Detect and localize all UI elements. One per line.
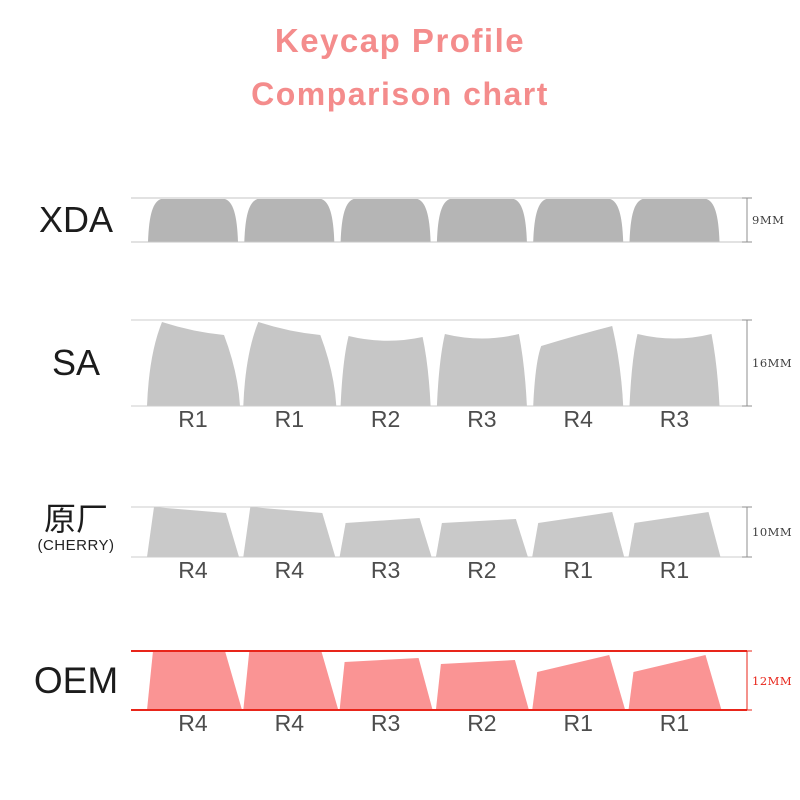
profile-label-sa: SA: [51, 342, 101, 383]
keycap-shape-sa-R4-4: [533, 326, 624, 406]
row-label-sa-5: R3: [659, 406, 690, 432]
xda-keycaps-figure: [131, 197, 752, 243]
keycap-shape-xda-uniform-1: [244, 199, 335, 242]
profile-label-oem: OEM: [33, 659, 119, 701]
keycap-shape-cherry-R1-4: [532, 512, 625, 557]
row-label-oem-1: R4: [274, 710, 304, 736]
row-label-sa-0: R1: [178, 406, 208, 432]
cherry-keycaps-figure: [131, 506, 752, 558]
keycap-shape-xda-uniform-3: [436, 199, 527, 242]
row-label-cherry-4: R1: [563, 557, 593, 583]
row-label-cherry-0: R4: [178, 557, 208, 583]
keycap-shape-sa-R1-1: [243, 322, 337, 406]
keycap-shape-oem-R1-5: [628, 655, 722, 710]
profile-sublabel-cherry: (CHERRY): [37, 537, 115, 554]
keycap-shape-oem-R1-4: [532, 655, 626, 710]
row-label-cherry-3: R2: [467, 557, 497, 583]
row-label-cherry-1: R4: [274, 557, 304, 583]
row-label-oem-2: R3: [370, 710, 401, 736]
chart-title-line2: Comparison chart: [251, 76, 549, 112]
keycap-shape-oem-R2-3: [435, 660, 529, 710]
row-label-sa-2: R2: [370, 406, 401, 432]
chart-title-line1: Keycap Profile: [274, 22, 526, 59]
keycap-shape-sa-R2-2: [340, 336, 431, 406]
row-label-oem-4: R1: [563, 710, 593, 736]
row-label-cherry-2: R3: [370, 557, 401, 583]
keycap-shape-sa-R3-5: [629, 334, 720, 406]
height-dimension-label-sa: 16MM: [752, 356, 793, 370]
profile-label-cherry: 原厂: [43, 501, 108, 537]
keycap-shape-cherry-R2-3: [435, 519, 528, 557]
row-label-oem-5: R1: [659, 710, 690, 736]
keycap-shape-sa-R1-0: [147, 322, 240, 406]
keycap-shape-oem-R3-2: [339, 658, 433, 710]
height-dimension-label-xda: 9MM: [752, 213, 785, 227]
keycap-shape-xda-uniform-2: [340, 199, 431, 242]
keycap-shape-cherry-R4-0: [147, 507, 239, 557]
keycap-shape-cherry-R3-2: [339, 518, 432, 557]
height-dimension-label-oem: 12MM: [752, 673, 793, 688]
profile-label-xda: XDA: [38, 199, 114, 240]
row-label-sa-4: R4: [563, 406, 593, 432]
keycap-shape-cherry-R1-5: [628, 512, 721, 557]
keycap-shape-cherry-R4-1: [243, 507, 336, 557]
oem-keycaps-figure: [131, 650, 752, 711]
row-label-oem-0: R4: [178, 710, 208, 736]
height-dimension-label-cherry: 10MM: [752, 525, 793, 539]
keycap-shape-oem-R4-0: [147, 651, 242, 710]
keycap-shape-sa-R3-3: [436, 334, 527, 406]
row-label-cherry-5: R1: [659, 557, 690, 583]
keycap-shape-xda-uniform-0: [148, 199, 238, 242]
row-label-sa-1: R1: [274, 406, 304, 432]
keycap-shape-xda-uniform-5: [629, 199, 720, 242]
keycap-shape-oem-R4-1: [243, 651, 339, 710]
keycap-shape-xda-uniform-4: [533, 199, 624, 242]
row-label-sa-3: R3: [467, 406, 497, 432]
sa-keycaps-figure: [131, 319, 752, 407]
row-label-oem-3: R2: [467, 710, 497, 736]
